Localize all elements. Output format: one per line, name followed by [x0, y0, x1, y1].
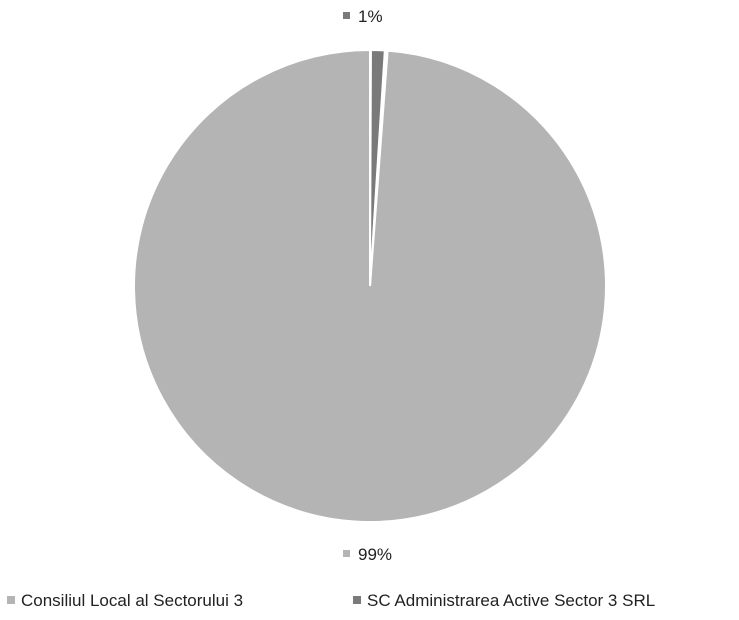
- pie-slice-sc-administrarea: [369, 48, 386, 287]
- legend: Consiliul Local al Sectorului 3 SC Admin…: [7, 591, 655, 610]
- legend-item-consiliul-local: Consiliul Local al Sectorului 3: [7, 591, 243, 610]
- legend-label-sc-administrarea: SC Administrarea Active Sector 3 SRL: [367, 591, 655, 610]
- data-label-marker-consiliul-local: [343, 550, 350, 557]
- legend-swatch-consiliul-local: [7, 596, 15, 604]
- data-label-text-sc-administrarea: 1%: [358, 7, 383, 26]
- pie-slices: [133, 48, 607, 523]
- legend-label-consiliul-local: Consiliul Local al Sectorului 3: [21, 591, 243, 610]
- legend-swatch-sc-administrarea: [353, 596, 361, 604]
- data-label-marker-sc-administrarea: [343, 12, 350, 19]
- data-labels: 99% 1%: [343, 7, 392, 564]
- legend-item-sc-administrarea: SC Administrarea Active Sector 3 SRL: [353, 591, 655, 610]
- data-label-text-consiliul-local: 99%: [358, 545, 392, 564]
- data-label-sc-administrarea: 1%: [343, 7, 383, 26]
- data-label-consiliul-local: 99%: [343, 545, 392, 564]
